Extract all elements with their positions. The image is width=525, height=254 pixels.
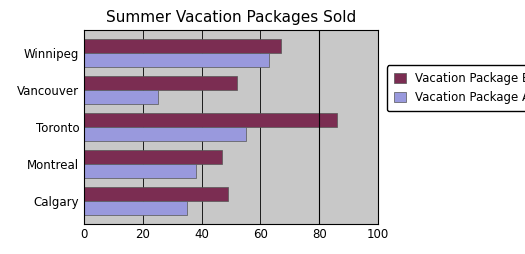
- Legend: Vacation Package B, Vacation Package A: Vacation Package B, Vacation Package A: [387, 65, 525, 112]
- Bar: [84, 53, 269, 67]
- Bar: [84, 150, 222, 164]
- Bar: [84, 39, 281, 53]
- Bar: [84, 187, 228, 201]
- Bar: [84, 164, 196, 178]
- Title: Summer Vacation Packages Sold: Summer Vacation Packages Sold: [106, 10, 356, 25]
- Bar: [84, 127, 246, 141]
- Bar: [84, 76, 237, 90]
- Bar: [84, 113, 337, 127]
- Bar: [84, 90, 158, 104]
- Bar: [84, 201, 187, 215]
